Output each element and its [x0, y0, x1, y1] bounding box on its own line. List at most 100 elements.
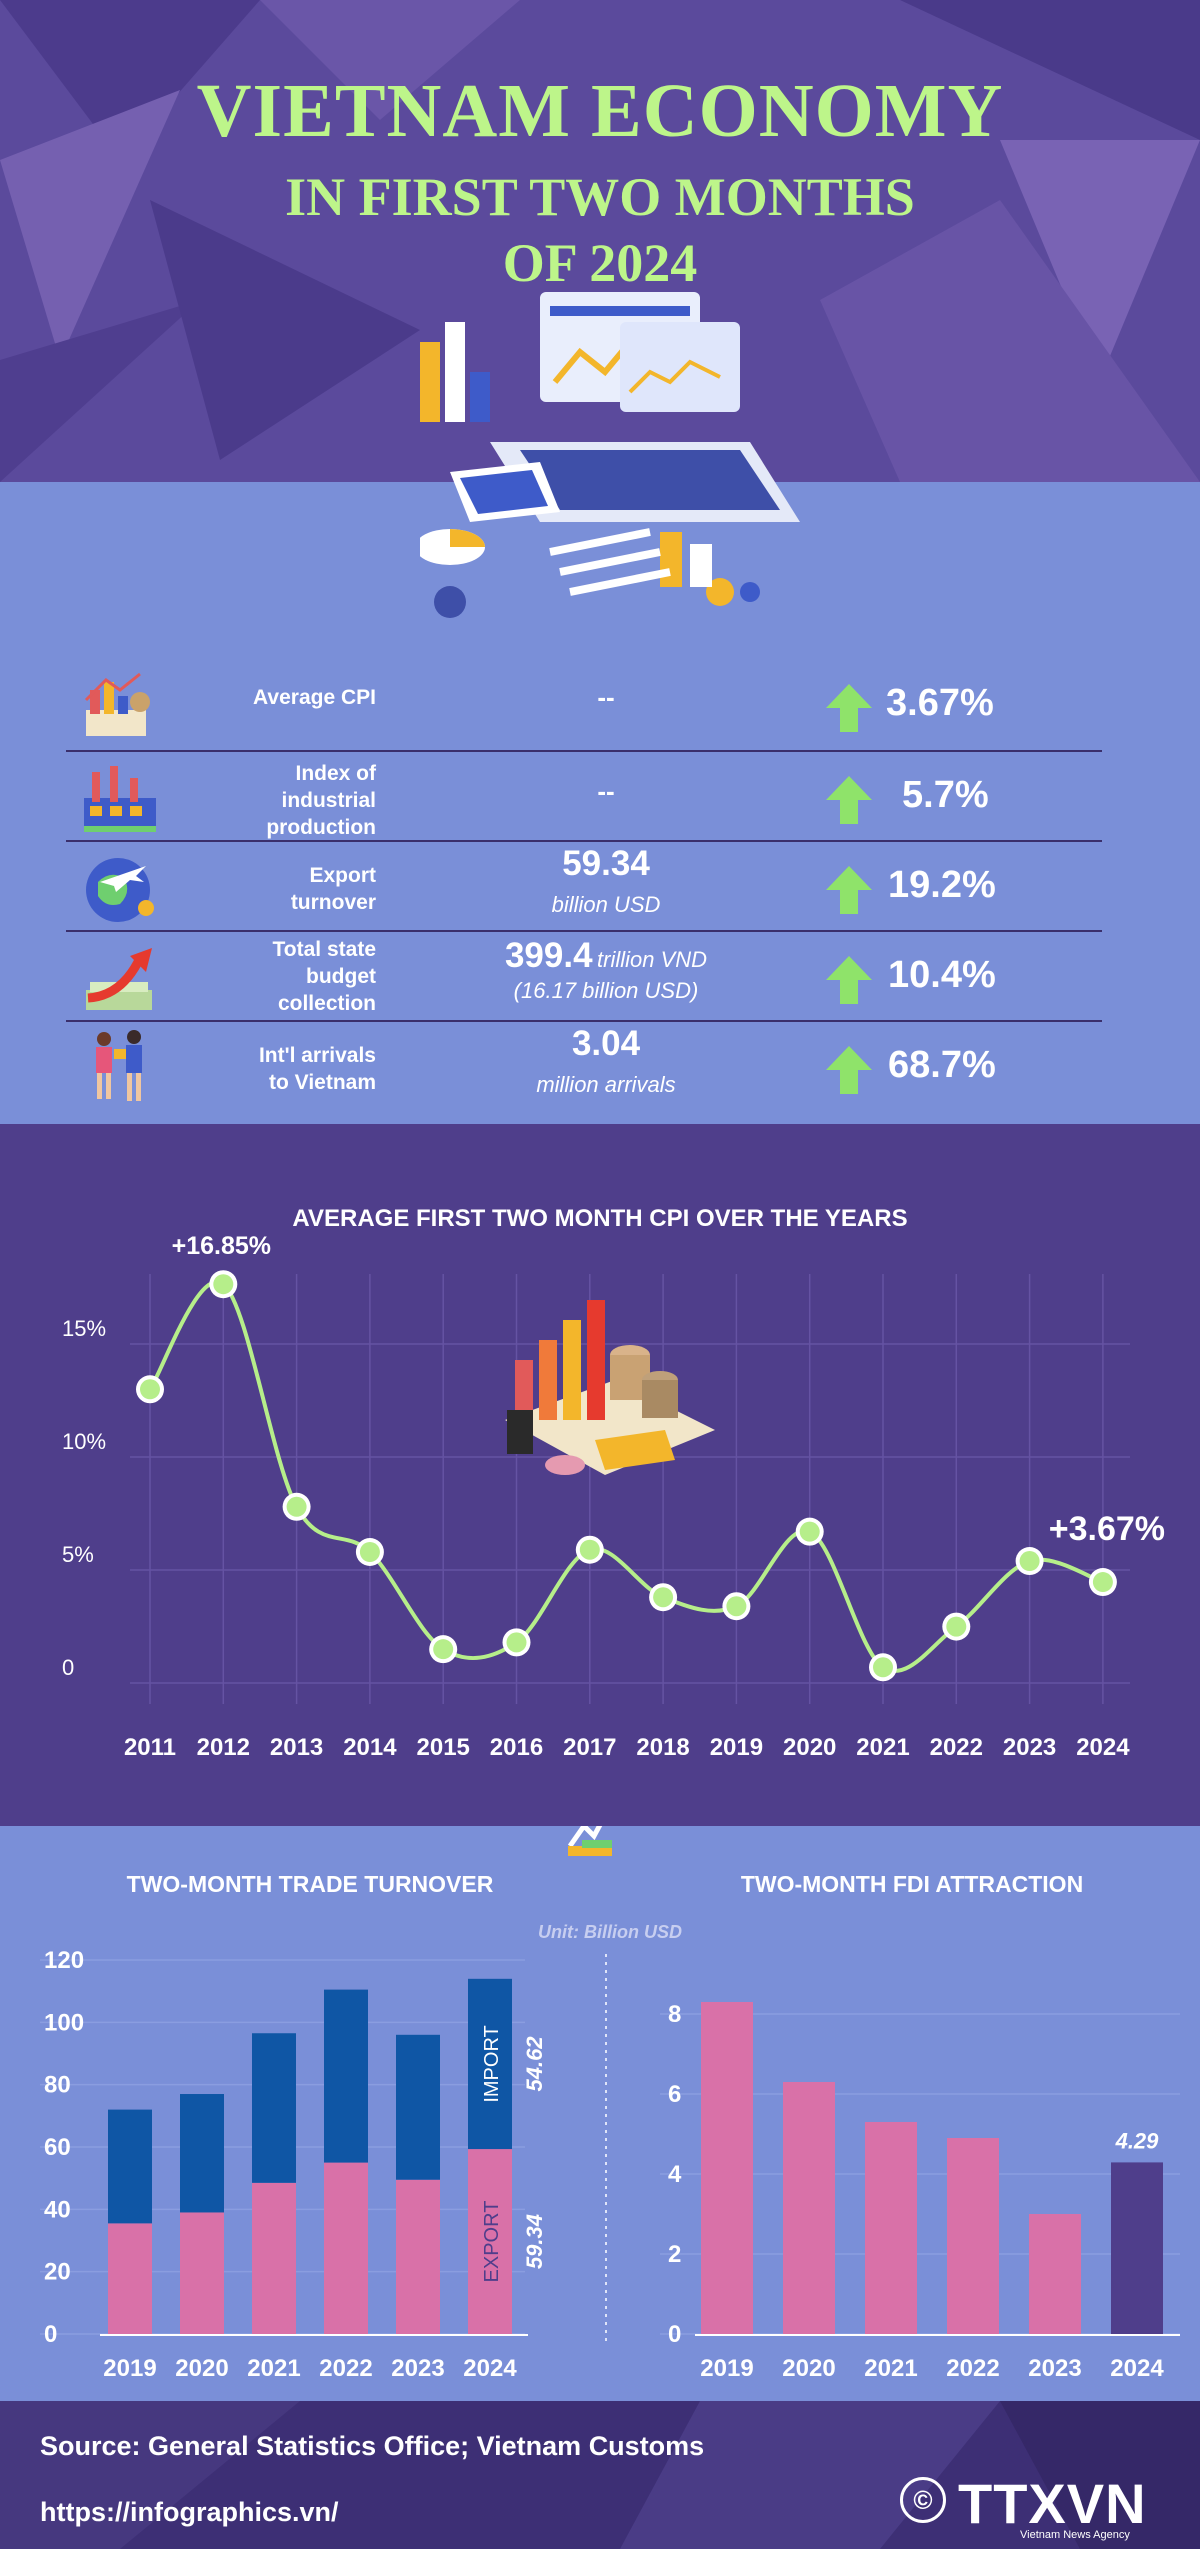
cpi-y-tick-label: 0 — [62, 1655, 74, 1680]
cpi-chart-section: AVERAGE FIRST TWO MONTH CPI OVER THE YEA… — [0, 1124, 1200, 1826]
cpi-x-tick-label: 2016 — [490, 1734, 543, 1761]
row-divider — [66, 750, 1102, 752]
fdi-bar — [701, 2002, 753, 2334]
trade-y-tick-label: 80 — [44, 2072, 71, 2099]
fdi-bar — [865, 2122, 917, 2334]
fdi-x-tick-label: 2022 — [946, 2355, 999, 2382]
title-line-2: IN FIRST TWO MONTHS — [285, 167, 915, 227]
stat-row-budget: Total state budget collection 399.4 tril… — [66, 934, 1102, 1024]
stat-change: 19.2% — [888, 864, 996, 906]
trade-bar-export — [108, 2223, 152, 2334]
money-growth-icon — [86, 948, 152, 1010]
fdi-bar — [783, 2082, 835, 2334]
cpi-point — [286, 1496, 307, 1517]
trade-x-tick-label: 2024 — [463, 2355, 517, 2382]
fdi-y-tick-label: 8 — [668, 2001, 681, 2028]
stat-value: -- — [406, 682, 806, 713]
stat-value: 399.4 trillion VND (16.17 billion USD) — [406, 936, 806, 1004]
stat-value-main: 399.4 — [504, 936, 593, 975]
cpi-point — [1092, 1572, 1113, 1593]
trade-y-tick-label: 40 — [44, 2196, 71, 2223]
stat-change: 3.67% — [886, 682, 994, 724]
logo-subtitle: Vietnam News Agency — [1020, 2529, 1130, 2541]
stat-value-main: -- — [597, 776, 615, 806]
cpi-point — [506, 1632, 527, 1653]
cpi-point — [359, 1542, 380, 1562]
cpi-point — [140, 1379, 160, 1400]
cpi-point — [726, 1596, 747, 1617]
cpi-x-tick-label: 2024 — [1076, 1734, 1130, 1761]
title-line-1: VIETNAM ECONOMY — [196, 69, 1004, 153]
source-text: Source: General Statistics Office; Vietn… — [40, 2431, 705, 2461]
fdi-y-tick-label: 0 — [668, 2321, 681, 2348]
stat-change: 68.7% — [888, 1044, 996, 1086]
cpi-y-tick-label: 15% — [62, 1316, 106, 1341]
row-divider — [66, 840, 1102, 842]
globe-plane-icon — [86, 858, 154, 922]
trade-bar-export — [468, 2149, 512, 2334]
stat-label: Total state budget collection — [176, 936, 376, 1017]
stat-change: 5.7% — [902, 774, 989, 816]
stat-row-industrial: Index of industrial production -- 5.7% — [66, 754, 1102, 844]
stats-panel: Average CPI -- 3.67% Index of industrial… — [0, 292, 1200, 1124]
stat-label-line: production — [266, 816, 376, 839]
stat-value-sub: billion USD — [551, 892, 661, 917]
row-divider — [66, 1020, 1102, 1022]
cpi-x-tick-label: 2017 — [563, 1734, 616, 1761]
fdi-bar — [947, 2138, 999, 2334]
stat-value-main: -- — [597, 682, 615, 712]
stat-label-line: collection — [277, 992, 376, 1015]
trade-bar-export — [180, 2212, 224, 2334]
ttxvn-logo: © TTXVN Vietnam News Agency — [900, 2471, 1160, 2541]
stat-value-unit: trillion VND — [597, 947, 708, 972]
fdi-x-tick-label: 2019 — [700, 2355, 753, 2382]
cpi-line-chart: AVERAGE FIRST TWO MONTH CPI OVER THE YEA… — [62, 1205, 1165, 1761]
source-url[interactable]: https://infographics.vn/ — [40, 2497, 339, 2527]
stat-label-line: budget — [306, 965, 376, 988]
trade-y-tick-label: 20 — [44, 2259, 71, 2286]
stat-value-sub: (16.17 billion USD) — [513, 978, 699, 1003]
cpi-point — [873, 1657, 893, 1678]
stat-value: 3.04 million arrivals — [406, 1024, 806, 1098]
fdi-bar — [1029, 2214, 1081, 2334]
trade-chart-title: TWO-MONTH TRADE TURNOVER — [127, 1871, 494, 1897]
cpi-chart-title: AVERAGE FIRST TWO MONTH CPI OVER THE YEA… — [292, 1205, 907, 1232]
stat-label-line: Total state — [272, 938, 376, 961]
fdi-y-tick-label: 6 — [668, 2081, 681, 2108]
cpi-y-tick-label: 10% — [62, 1429, 106, 1454]
stat-label: Int'l arrivals to Vietnam — [176, 1042, 376, 1096]
stat-value-sub: million arrivals — [536, 1072, 676, 1097]
import-series-label: IMPORT — [481, 2025, 503, 2102]
tourists-icon — [96, 1030, 142, 1101]
stat-row-cpi: Average CPI -- 3.67% — [66, 662, 1102, 752]
trade-bar-import — [252, 2033, 296, 2183]
cpi-point — [213, 1274, 234, 1295]
stat-label: Index of industrial production — [176, 760, 376, 841]
stat-row-arrivals: Int'l arrivals to Vietnam 3.04 million a… — [66, 1024, 1102, 1114]
cpi-annotation: +16.85% — [172, 1232, 271, 1260]
stat-value-main: 59.34 — [562, 844, 650, 883]
cpi-point — [433, 1639, 454, 1660]
stat-label-line: to Vietnam — [269, 1071, 376, 1094]
row-divider — [66, 930, 1102, 932]
stat-label-line: turnover — [290, 891, 376, 914]
factory-icon — [84, 766, 156, 832]
trade-bar-import — [396, 2034, 440, 2180]
up-arrow-icon — [826, 684, 872, 732]
cpi-x-tick-label: 2014 — [343, 1734, 397, 1761]
fdi-y-tick-label: 2 — [668, 2241, 681, 2268]
stat-change: 10.4% — [888, 954, 996, 996]
trade-bar-import — [108, 2109, 152, 2224]
cpi-x-tick-label: 2022 — [930, 1734, 983, 1761]
trade-x-tick-label: 2022 — [319, 2355, 372, 2382]
cpi-x-tick-label: 2012 — [197, 1734, 250, 1761]
cpi-point — [1019, 1551, 1040, 1572]
cpi-x-tick-label: 2023 — [1003, 1734, 1056, 1761]
trade-bar-import — [468, 1978, 512, 2150]
cpi-series-line — [148, 1279, 1104, 1673]
up-arrow-icon — [826, 956, 872, 1004]
cpi-illustration-icon — [84, 672, 150, 736]
trade-x-tick-label: 2021 — [247, 2355, 300, 2382]
fdi-value-label: 4.29 — [1115, 2128, 1160, 2153]
cpi-x-tick-label: 2015 — [417, 1734, 470, 1761]
